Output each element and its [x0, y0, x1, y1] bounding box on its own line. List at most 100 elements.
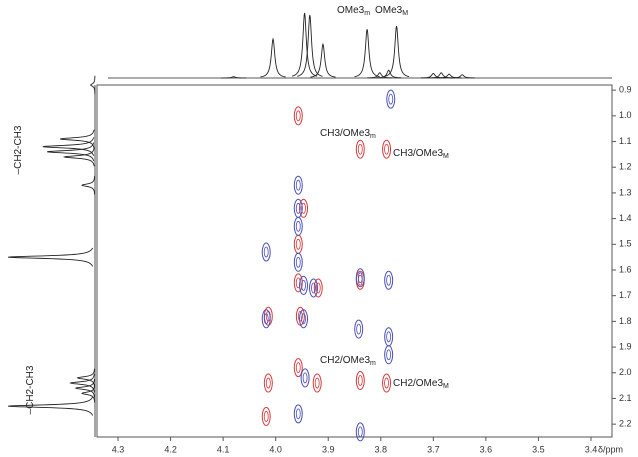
cross-peak — [355, 139, 365, 159]
top-peak — [354, 29, 380, 78]
cross-peak — [384, 270, 394, 290]
cross-peak-inner — [295, 238, 301, 250]
left-peak — [81, 175, 96, 195]
y-tick-label: 1.7 — [619, 290, 632, 300]
left-peak — [7, 247, 94, 267]
cross-peak — [293, 252, 303, 272]
cross-peak-inner — [295, 110, 301, 122]
cross-peak — [384, 327, 394, 347]
cross-peak-inner — [295, 202, 301, 214]
cross-peak-inner — [388, 93, 394, 105]
cross-peak-inner — [295, 256, 301, 268]
cross-peak-inner — [301, 202, 306, 214]
plot-frame — [96, 84, 613, 438]
annotation: CH3/OMe3m — [320, 128, 376, 140]
annotation-text: CH3/OMe3 — [393, 148, 443, 159]
cross-peak-inner — [295, 220, 301, 232]
y-tick-label: 0.9 — [619, 85, 632, 95]
top-peak — [383, 25, 410, 78]
annotation-text: –CH2-CH3 — [13, 125, 24, 174]
cross-peak-inner — [297, 310, 303, 322]
cross-peak — [384, 345, 394, 365]
cross-peak — [293, 216, 303, 236]
cross-peak — [261, 242, 271, 262]
x-axis-label: δ/ppm — [598, 444, 623, 454]
cross-peak-inner — [357, 274, 363, 286]
x-tick-label: 3.7 — [427, 444, 440, 454]
cross-peak — [312, 373, 322, 393]
cross-peak-inner — [314, 377, 320, 389]
cross-peak-inner — [386, 331, 392, 343]
top-peak — [297, 14, 323, 77]
annotation: CH3/OMe3M — [393, 148, 449, 160]
annotation: –CH2-CH3 — [13, 125, 24, 174]
cross-peak-inner — [386, 274, 392, 286]
y-tick-label: 2.2 — [619, 419, 632, 429]
cross-peak-inner — [301, 313, 306, 325]
x-tick-label: 4.3 — [112, 444, 125, 454]
annotation: OMe3m — [337, 5, 370, 17]
left-peak — [74, 378, 95, 398]
left-peak — [81, 384, 96, 403]
annotation-text: CH2/OMe3 — [320, 355, 370, 366]
cross-peak-inner — [295, 179, 301, 191]
annotation-sub: M — [402, 10, 408, 17]
y-tick-label: 2.1 — [619, 393, 632, 403]
top-peak — [376, 69, 402, 79]
annotation-text: CH3/OMe3 — [320, 128, 370, 139]
cross-peak — [293, 198, 303, 218]
cross-peak-inner — [315, 282, 321, 294]
annotation-sub: m — [364, 10, 370, 17]
cross-peak — [355, 422, 365, 442]
y-tick-label: 1.5 — [619, 239, 632, 249]
cross-peak — [309, 278, 319, 298]
cross-peak — [355, 370, 365, 390]
annotation: CH2/OMe3M — [393, 378, 449, 390]
top-peak — [367, 72, 393, 79]
x-tick-label: 3.9 — [322, 444, 335, 454]
annotation-text: –CH2-CH3 — [25, 365, 36, 414]
cross-peak-inner — [357, 143, 363, 155]
cross-peak-inner — [295, 408, 301, 420]
cross-peak — [299, 309, 309, 329]
annotation-sub: m — [370, 360, 376, 367]
y-tick-label: 1.4 — [619, 213, 632, 223]
annotation-text: OMe3 — [375, 5, 403, 16]
left-peak — [7, 396, 94, 416]
cross-peak-inner — [311, 282, 316, 294]
cross-peak-inner — [356, 323, 362, 335]
y-tick-label: 1.8 — [619, 316, 632, 326]
cross-peak — [261, 309, 271, 329]
y-tick-label: 1.0 — [619, 110, 632, 120]
annotation: CH2/OMe3m — [320, 355, 376, 367]
annotation: OMe3M — [375, 5, 408, 17]
cross-peak — [386, 89, 396, 109]
left-peak — [47, 142, 95, 162]
cross-peak — [354, 319, 364, 339]
cross-peak — [299, 275, 309, 295]
cross-peak-inner — [301, 280, 306, 291]
y-tick-label: 1.3 — [619, 187, 632, 197]
x-tick-label: 4.0 — [269, 444, 282, 454]
cross-peak — [313, 278, 323, 298]
cross-peak-inner — [295, 362, 301, 374]
cross-peak — [263, 373, 273, 393]
cross-peak — [293, 175, 303, 195]
cross-peak-inner — [295, 277, 301, 289]
cross-peak — [293, 404, 303, 424]
cross-peak — [382, 373, 392, 393]
cross-peak-inner — [384, 143, 389, 155]
cross-peak — [293, 358, 303, 378]
cross-peak — [293, 106, 303, 126]
cross-peak — [293, 273, 303, 293]
y-tick-label: 1.6 — [619, 264, 632, 274]
x-tick-label: 3.5 — [532, 444, 545, 454]
cross-peak-inner — [357, 426, 363, 438]
y-tick-label: 1.2 — [619, 162, 632, 172]
cross-peak — [261, 406, 271, 426]
cross-peak-inner — [263, 313, 269, 325]
cross-peak-inner — [263, 411, 269, 422]
cross-peak — [300, 368, 310, 388]
top-peak — [260, 37, 286, 78]
